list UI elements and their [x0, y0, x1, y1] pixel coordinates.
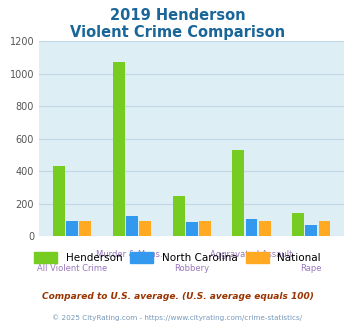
Text: Violent Crime Comparison: Violent Crime Comparison [70, 25, 285, 40]
Bar [246, 219, 257, 236]
Bar [186, 222, 198, 236]
Bar [53, 166, 65, 236]
Bar [233, 150, 244, 236]
Bar [139, 221, 151, 236]
Bar [318, 220, 331, 236]
Text: All Violent Crime: All Violent Crime [37, 264, 107, 273]
Bar [173, 196, 185, 236]
Text: Robbery: Robbery [174, 264, 209, 273]
Text: Compared to U.S. average. (U.S. average equals 100): Compared to U.S. average. (U.S. average … [42, 292, 313, 301]
Text: Murder & Mans...: Murder & Mans... [96, 250, 168, 259]
Text: 2019 Henderson: 2019 Henderson [110, 8, 245, 23]
Bar [126, 216, 138, 236]
Text: Aggravated Assault: Aggravated Assault [210, 250, 293, 259]
Legend: Henderson, North Carolina, National: Henderson, North Carolina, National [30, 248, 325, 267]
Text: © 2025 CityRating.com - https://www.cityrating.com/crime-statistics/: © 2025 CityRating.com - https://www.city… [53, 314, 302, 321]
Bar [305, 225, 317, 236]
Bar [259, 220, 271, 236]
Bar [113, 62, 125, 236]
Bar [79, 220, 91, 236]
Bar [199, 220, 211, 236]
Text: Rape: Rape [301, 264, 322, 273]
Bar [292, 213, 304, 236]
Bar [66, 220, 78, 236]
